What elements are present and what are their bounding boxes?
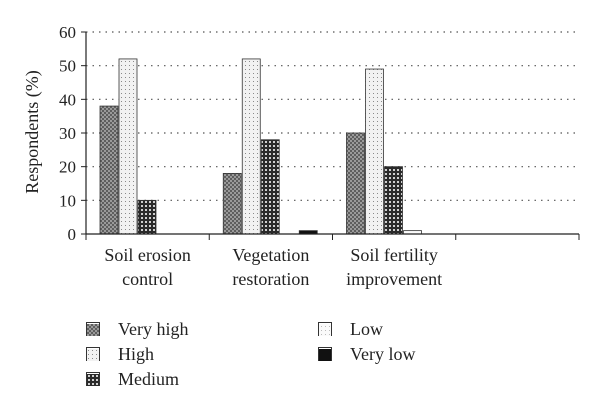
- y-axis-title: Respondents (%): [22, 70, 43, 193]
- bar-very-high: [222, 172, 242, 235]
- category-label: Soil fertility: [350, 245, 438, 265]
- category-label: control: [122, 269, 173, 289]
- y-tick-label: 30: [59, 124, 76, 143]
- category-label: improvement: [346, 269, 442, 289]
- gridlines: [86, 31, 579, 201]
- y-tick-label: 40: [59, 90, 76, 109]
- bar-medium: [384, 166, 403, 235]
- bars: [99, 58, 422, 235]
- y-tick-labels: 0 10 20 30 40 50 60: [59, 23, 76, 244]
- bar-medium: [260, 139, 280, 235]
- y-tick-label: 50: [59, 57, 76, 76]
- y-tick-label: 10: [59, 191, 76, 210]
- bar-medium: [137, 199, 157, 235]
- category-label: Vegetation: [232, 245, 309, 265]
- bar-high: [118, 58, 138, 235]
- y-tick-label: 0: [68, 225, 77, 244]
- axes: [81, 31, 580, 240]
- bar-high: [241, 58, 261, 235]
- y-tick-label: 60: [59, 23, 76, 42]
- category-labels: Soil erosion control Vegetation restoration…: [104, 245, 442, 289]
- bar-very-high: [346, 132, 365, 235]
- category-label: Soil erosion: [104, 245, 191, 265]
- y-tick-label: 20: [59, 158, 76, 177]
- bar-high: [365, 68, 384, 235]
- bar-very-high: [99, 105, 119, 235]
- category-label: restoration: [232, 269, 309, 289]
